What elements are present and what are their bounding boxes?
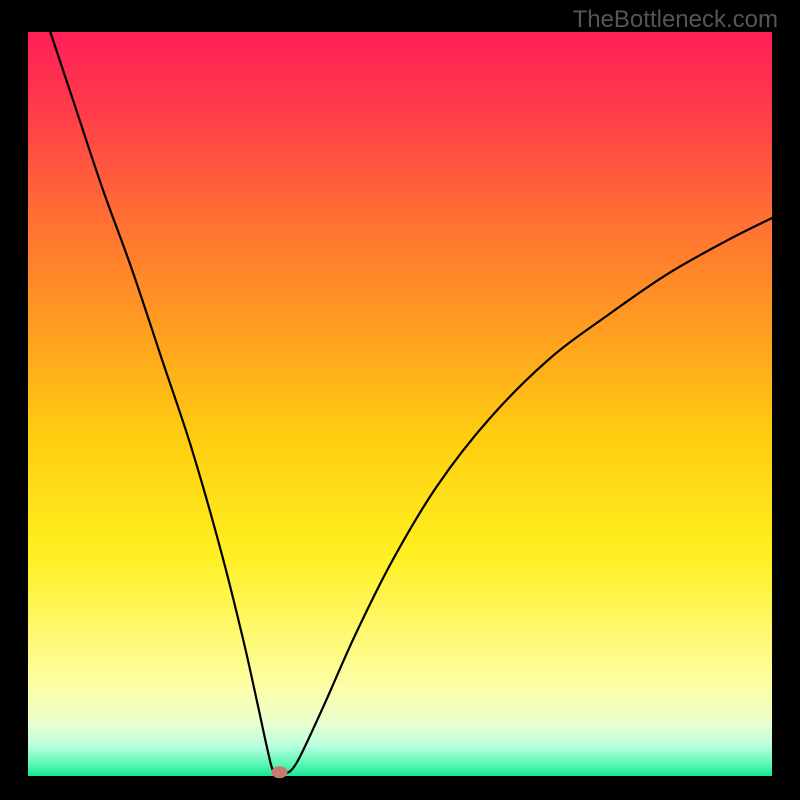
optimum-marker [271,766,287,778]
bottleneck-chart [0,0,800,800]
chart-container: TheBottleneck.com [0,0,800,800]
plot-background [28,32,772,776]
watermark-text: TheBottleneck.com [573,6,778,34]
